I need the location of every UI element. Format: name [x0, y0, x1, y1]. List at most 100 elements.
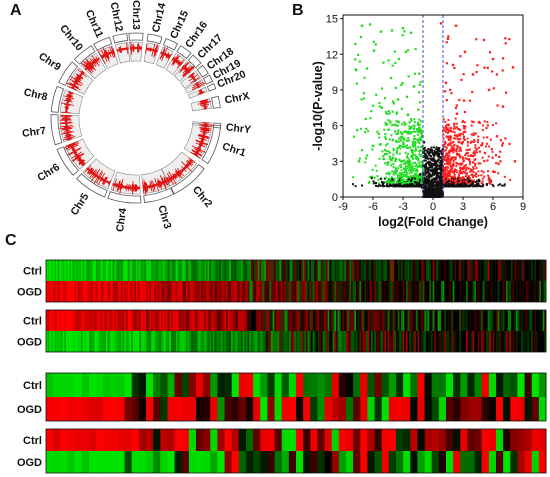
heatmap-cell — [479, 331, 482, 352]
sv-spike — [188, 157, 196, 163]
sv-spike — [190, 75, 195, 79]
sv-spike — [100, 49, 108, 62]
heatmap-cell — [54, 260, 57, 281]
sv-spike — [199, 90, 202, 93]
sv-spike — [157, 178, 162, 190]
heatmap-cell — [396, 260, 399, 281]
heatmap-cell — [488, 451, 497, 473]
volcano-point — [438, 191, 441, 194]
volcano-point — [360, 24, 364, 27]
heatmap-cell — [446, 429, 454, 451]
volcano-point — [384, 144, 387, 147]
volcano-point — [428, 172, 431, 175]
volcano-point — [437, 147, 441, 150]
heatmap-cell — [311, 310, 314, 331]
volcano-point — [472, 185, 475, 188]
volcano-point — [407, 132, 410, 135]
heatmap-cell — [64, 281, 67, 302]
volcano-point — [406, 48, 410, 52]
volcano-point — [423, 146, 426, 149]
heatmap-cell — [76, 260, 79, 281]
heatmap-cell — [236, 281, 239, 302]
heatmap-cell — [112, 310, 115, 331]
volcano-point — [379, 143, 382, 146]
heatmap-cell — [479, 281, 482, 302]
heatmap-cell — [407, 310, 410, 331]
volcano-point — [428, 151, 431, 154]
heatmap-cell — [474, 397, 483, 421]
volcano-point — [452, 127, 455, 130]
volcano-point — [404, 151, 407, 154]
heatmap-cell — [276, 310, 279, 331]
heatmap-cell — [197, 331, 200, 352]
sv-spike — [87, 168, 91, 172]
heatmap-cell — [460, 397, 468, 421]
heatmap-cell — [414, 310, 417, 331]
volcano-point — [404, 122, 407, 125]
volcano-point — [385, 150, 388, 153]
volcano-point — [447, 170, 450, 173]
heatmap-cell — [362, 331, 365, 352]
volcano-point — [473, 150, 476, 153]
volcano-point — [451, 130, 454, 133]
volcano-point — [458, 176, 461, 179]
heatmap-cell — [538, 373, 547, 397]
heatmap-cell — [64, 310, 67, 331]
volcano-point — [465, 152, 468, 155]
volcano-point — [453, 131, 456, 134]
volcano-point — [372, 104, 375, 107]
heatmap-cell — [322, 281, 325, 302]
heatmap-cell — [519, 281, 522, 302]
heatmap-cell — [124, 310, 127, 331]
sv-spike — [125, 183, 128, 192]
heatmap-cell — [447, 310, 450, 331]
heatmap-cell — [261, 310, 264, 331]
volcano-point — [460, 177, 463, 180]
heatmap-cell — [471, 281, 474, 302]
heatmap-cell — [431, 429, 440, 451]
volcano-point — [456, 147, 459, 150]
heatmap-cell — [534, 310, 537, 331]
heatmap-cell — [71, 331, 74, 352]
heatmap-cell — [507, 281, 510, 302]
heatmap-cell — [317, 281, 320, 302]
heatmap-cell — [359, 281, 362, 302]
heatmap-cell — [481, 260, 484, 281]
heatmap-cell — [231, 373, 240, 397]
sv-spike — [169, 176, 173, 181]
heatmap-cell — [541, 281, 544, 302]
volcano-point — [407, 152, 410, 155]
sv-spike — [74, 152, 77, 155]
heatmap-cell — [482, 260, 485, 281]
sv-spike — [102, 176, 107, 185]
sv-spike — [100, 177, 104, 182]
heatmap-cell — [312, 331, 315, 352]
volcano-point — [431, 164, 434, 167]
sv-spike — [71, 148, 76, 151]
heatmap-cell — [504, 310, 507, 331]
volcano-point — [433, 149, 436, 152]
volcano-point — [487, 176, 490, 179]
heatmap-cell — [474, 260, 477, 281]
heatmap-cell — [271, 281, 274, 302]
heatmap-cell — [394, 310, 397, 331]
heatmap-cell — [252, 310, 255, 331]
volcano-point — [458, 133, 461, 136]
volcano-point — [428, 182, 431, 185]
volcano-point — [396, 131, 399, 134]
heatmap-cell — [277, 281, 280, 302]
volcano-point — [461, 176, 464, 179]
heatmap-cell — [329, 281, 332, 302]
heatmap-cell — [447, 281, 450, 302]
volcano-point — [392, 163, 395, 166]
volcano-point — [442, 143, 445, 146]
sv-spike — [168, 171, 177, 185]
volcano-point — [460, 141, 463, 144]
heatmap-cell — [111, 281, 114, 302]
heatmap-cell — [459, 260, 462, 281]
volcano-point — [394, 171, 397, 174]
heatmap-cell — [510, 429, 518, 451]
sv-spike — [68, 91, 74, 94]
volcano-point — [408, 165, 411, 168]
volcano-point — [386, 142, 389, 145]
